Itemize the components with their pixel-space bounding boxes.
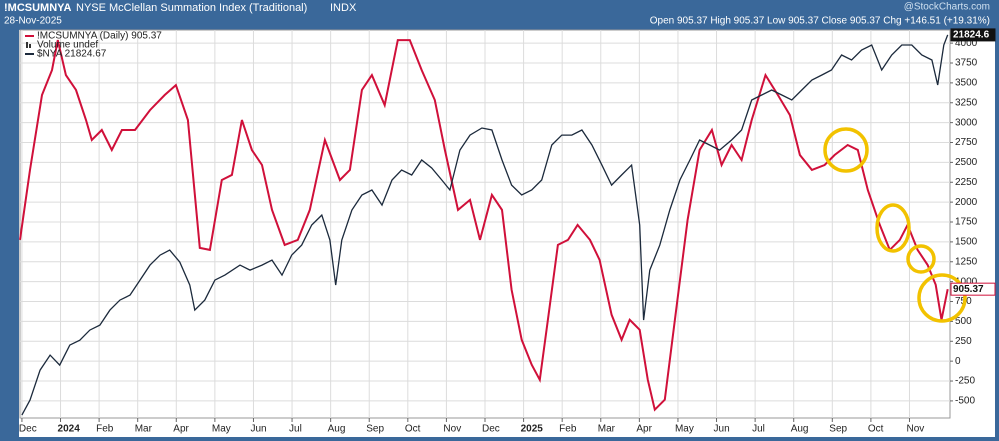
value-tag-box bbox=[950, 28, 996, 42]
legend-label: !MCSUMNYA (Daily) 905.37 bbox=[37, 31, 162, 42]
x-tick-label: 2025 bbox=[521, 424, 544, 435]
x-tick-label: Feb bbox=[96, 424, 114, 435]
x-tick-label: Aug bbox=[328, 424, 346, 435]
y-tick-label: -500 bbox=[955, 396, 975, 407]
annotation-circles bbox=[823, 127, 967, 323]
line-series bbox=[21, 34, 949, 416]
value-tag-box bbox=[950, 282, 996, 296]
quote: Open 905.37 High 905.37 Low 905.37 Close… bbox=[650, 16, 990, 27]
x-tick-label: Dec bbox=[482, 424, 500, 435]
right-frame bbox=[995, 0, 999, 441]
y-tick-label: 3000 bbox=[955, 117, 978, 128]
chart-title: NYSE McClellan Summation Index (Traditio… bbox=[76, 2, 307, 14]
y-tick-label: 3250 bbox=[955, 97, 978, 108]
left-frame bbox=[0, 0, 19, 441]
x-tick-label: Aug bbox=[791, 424, 809, 435]
x-tick-label: Sep bbox=[829, 424, 847, 435]
y-tick-label: 4000 bbox=[955, 38, 978, 49]
legend-label: Volume undef bbox=[37, 40, 98, 51]
x-tick-label: Oct bbox=[405, 424, 421, 435]
y-tick-label: 2250 bbox=[955, 177, 978, 188]
value-tag: 905.37 bbox=[953, 284, 984, 295]
x-tick-label: Mar bbox=[135, 424, 153, 435]
y-tick-label: 1500 bbox=[955, 237, 978, 248]
x-tick-label: Nov bbox=[443, 424, 461, 435]
legend-swatch bbox=[26, 42, 28, 48]
legend-label: $NYA 21824.67 bbox=[37, 49, 107, 60]
value-tag: 21824.6 bbox=[953, 30, 990, 41]
highlight-circle bbox=[917, 273, 967, 323]
x-tick-label: Apr bbox=[636, 424, 652, 435]
bottom-frame bbox=[0, 437, 999, 441]
exchange: INDX bbox=[330, 2, 357, 14]
y-tick-label: 1250 bbox=[955, 256, 978, 267]
x-tick-label: Dec bbox=[19, 424, 37, 435]
x-tick-label: Jul bbox=[752, 424, 765, 435]
line-series bbox=[19, 39, 949, 412]
y-tick-label: 2000 bbox=[955, 197, 978, 208]
y-tick-label: 3500 bbox=[955, 78, 978, 89]
date: 28-Nov-2025 bbox=[4, 16, 62, 27]
x-tick-label: Nov bbox=[906, 424, 924, 435]
highlight-circle bbox=[906, 244, 936, 274]
watermark: @StockCharts.com bbox=[904, 2, 990, 13]
y-tick-label: 250 bbox=[955, 336, 972, 347]
highlight-circle bbox=[875, 203, 911, 253]
y-tick-label: 3750 bbox=[955, 58, 978, 69]
x-tick-label: Sep bbox=[366, 424, 384, 435]
y-tick-label: 1750 bbox=[955, 217, 978, 228]
x-tick-label: Jun bbox=[250, 424, 266, 435]
x-tick-label: May bbox=[675, 424, 694, 435]
plot: -500-25002505007501000125015001750200022… bbox=[19, 30, 978, 435]
y-tick-label: 500 bbox=[955, 316, 972, 327]
legend-swatch bbox=[29, 44, 31, 48]
highlight-circle bbox=[823, 127, 869, 173]
x-tick-label: 2024 bbox=[58, 424, 81, 435]
x-tick-label: Mar bbox=[598, 424, 616, 435]
x-tick-label: Jul bbox=[289, 424, 302, 435]
y-tick-label: -250 bbox=[955, 376, 975, 387]
x-tick-label: May bbox=[212, 424, 231, 435]
x-tick-label: Jun bbox=[714, 424, 730, 435]
x-tick-label: Feb bbox=[559, 424, 577, 435]
legend: !MCSUMNYA (Daily) 905.37 Volume undef $N… bbox=[25, 28, 996, 296]
x-tick-label: Apr bbox=[173, 424, 189, 435]
y-tick-label: 1000 bbox=[955, 276, 978, 287]
header-band bbox=[0, 0, 999, 30]
y-tick-label: 0 bbox=[955, 356, 961, 367]
x-tick-label: Oct bbox=[868, 424, 884, 435]
y-tick-label: 2750 bbox=[955, 137, 978, 148]
y-tick-label: 2500 bbox=[955, 157, 978, 168]
symbol: !MCSUMNYA bbox=[4, 2, 71, 14]
